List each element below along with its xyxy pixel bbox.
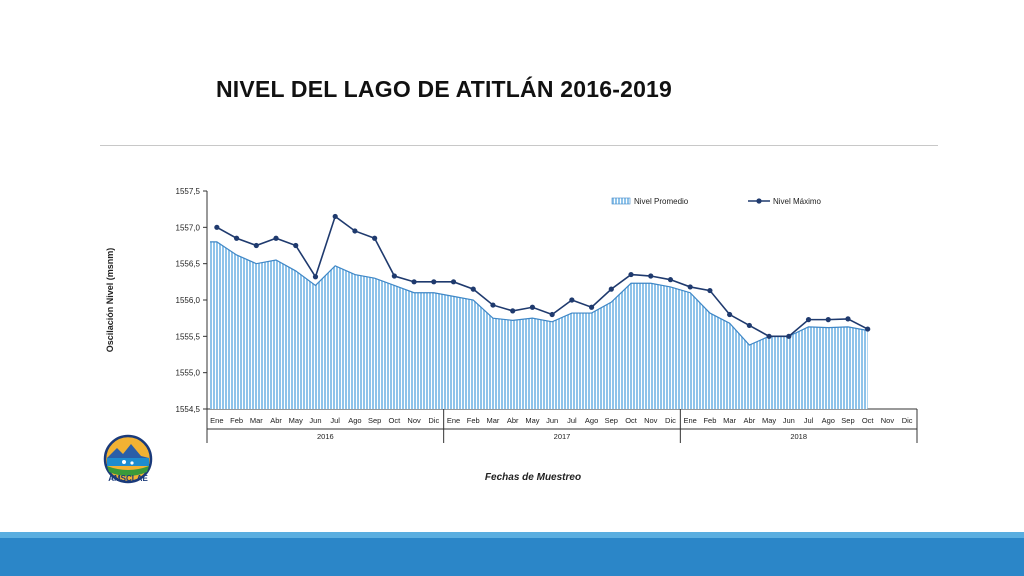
x-tick-label: Feb <box>703 416 716 425</box>
footer-band <box>0 538 1024 576</box>
point-nivel-maximo <box>766 333 772 339</box>
point-nivel-maximo <box>727 311 733 318</box>
x-tick-label: Oct <box>862 416 875 425</box>
x-tick-label: Ago <box>348 416 361 425</box>
point-nivel-maximo <box>332 213 338 220</box>
point-nivel-maximo <box>273 235 279 241</box>
point-nivel-maximo <box>687 284 693 290</box>
line-nivel-maximo <box>216 215 869 338</box>
x-tick-label: Nov <box>644 416 658 425</box>
y-tick-label: 1557,5 <box>176 187 201 196</box>
x-tick-label: Oct <box>389 416 402 425</box>
x-tick-label: Jul <box>330 416 340 425</box>
y-tick-label: 1555,0 <box>176 369 201 378</box>
x-tick-label: Sep <box>605 416 618 425</box>
point-nivel-maximo <box>786 333 792 339</box>
y-tick-label: 1555,5 <box>176 332 201 341</box>
point-nivel-maximo <box>312 274 319 280</box>
amsclae-logo <box>103 434 153 484</box>
legend-swatch-nivel-promedio <box>611 197 631 205</box>
y-tick-label: 1556,5 <box>176 260 201 269</box>
x-tick-label: Jul <box>567 416 577 425</box>
legend-label-nivel-promedio: Nivel Promedio <box>634 197 689 206</box>
point-nivel-maximo <box>746 322 752 329</box>
area-nivel-promedio <box>210 241 868 409</box>
group-label: 2017 <box>554 432 571 441</box>
y-tick-label: 1557,0 <box>176 223 201 232</box>
x-tick-label: Ene <box>684 416 697 425</box>
point-nivel-maximo <box>628 271 634 278</box>
x-tick-label: Abr <box>744 416 756 425</box>
x-tick-label: May <box>289 416 303 425</box>
point-nivel-maximo <box>648 273 654 279</box>
point-nivel-maximo <box>352 228 358 234</box>
group-label: 2016 <box>317 432 334 441</box>
x-tick-label: May <box>762 416 776 425</box>
point-nivel-maximo <box>865 326 871 332</box>
x-tick-label: Ago <box>585 416 598 425</box>
x-tick-label: Ene <box>447 416 460 425</box>
point-nivel-maximo <box>293 242 299 249</box>
point-nivel-maximo <box>825 317 831 323</box>
x-tick-label: Jun <box>546 416 558 425</box>
point-nivel-maximo <box>214 224 220 230</box>
area-nivel-promedio-edge <box>210 241 868 346</box>
x-tick-label: Dic <box>665 416 676 425</box>
title-divider <box>100 145 938 146</box>
point-nivel-maximo <box>233 235 240 241</box>
x-axis-label: Fechas de Muestreo <box>485 472 581 483</box>
point-nivel-maximo <box>253 242 259 249</box>
point-nivel-maximo <box>667 277 674 283</box>
point-nivel-maximo <box>569 297 575 303</box>
y-tick-label: 1554,5 <box>176 405 201 414</box>
x-tick-label: Mar <box>723 416 736 425</box>
point-nivel-maximo <box>372 235 378 241</box>
point-nivel-maximo <box>529 304 536 310</box>
point-nivel-maximo <box>470 286 476 292</box>
x-tick-label: Abr <box>270 416 282 425</box>
point-nivel-maximo <box>431 279 437 285</box>
x-tick-label: Mar <box>250 416 263 425</box>
x-tick-label: Feb <box>467 416 480 425</box>
x-tick-label: Feb <box>230 416 243 425</box>
point-nivel-maximo <box>411 279 417 285</box>
group-label: 2018 <box>790 432 807 441</box>
y-axis-label: Oscilación Nivel (msnm) <box>105 248 115 353</box>
x-tick-label: Ago <box>822 416 835 425</box>
point-nivel-maximo <box>510 308 516 314</box>
point-nivel-maximo <box>450 279 457 285</box>
point-nivel-maximo <box>490 302 496 308</box>
x-tick-label: Sep <box>368 416 381 425</box>
legend-label-nivel-maximo: Nivel Máximo <box>773 197 822 206</box>
point-nivel-maximo <box>391 273 397 279</box>
x-tick-label: Jun <box>783 416 795 425</box>
x-tick-label: Jul <box>804 416 814 425</box>
logo-text: AMSCLAE <box>108 474 148 483</box>
x-tick-label: Mar <box>487 416 500 425</box>
point-nivel-maximo <box>845 316 851 322</box>
y-tick-label: 1556,0 <box>176 296 201 305</box>
x-tick-label: Nov <box>881 416 895 425</box>
footer-accent-band <box>0 532 1024 538</box>
point-nivel-maximo <box>608 286 614 292</box>
x-tick-label: Nov <box>407 416 421 425</box>
point-nivel-maximo <box>588 304 595 310</box>
x-tick-label: Dic <box>902 416 913 425</box>
x-tick-label: Dic <box>428 416 439 425</box>
x-tick-label: May <box>525 416 539 425</box>
x-tick-label: Ene <box>210 416 223 425</box>
lake-level-chart: 1554,5 1555,0 1555,5 1556,0 1556,5 1557,0 1557… <box>105 187 918 483</box>
point-nivel-maximo <box>707 287 713 294</box>
slide-title: NIVEL DEL LAGO DE ATITLÁN 2016-2019 <box>216 76 673 102</box>
x-tick-label: Oct <box>625 416 638 425</box>
point-nivel-maximo <box>805 317 812 323</box>
x-tick-label: Jun <box>309 416 321 425</box>
x-tick-label: Abr <box>507 416 519 425</box>
legend-marker-nivel-maximo <box>756 198 762 204</box>
x-tick-label: Sep <box>841 416 854 425</box>
point-nivel-maximo <box>549 311 555 318</box>
